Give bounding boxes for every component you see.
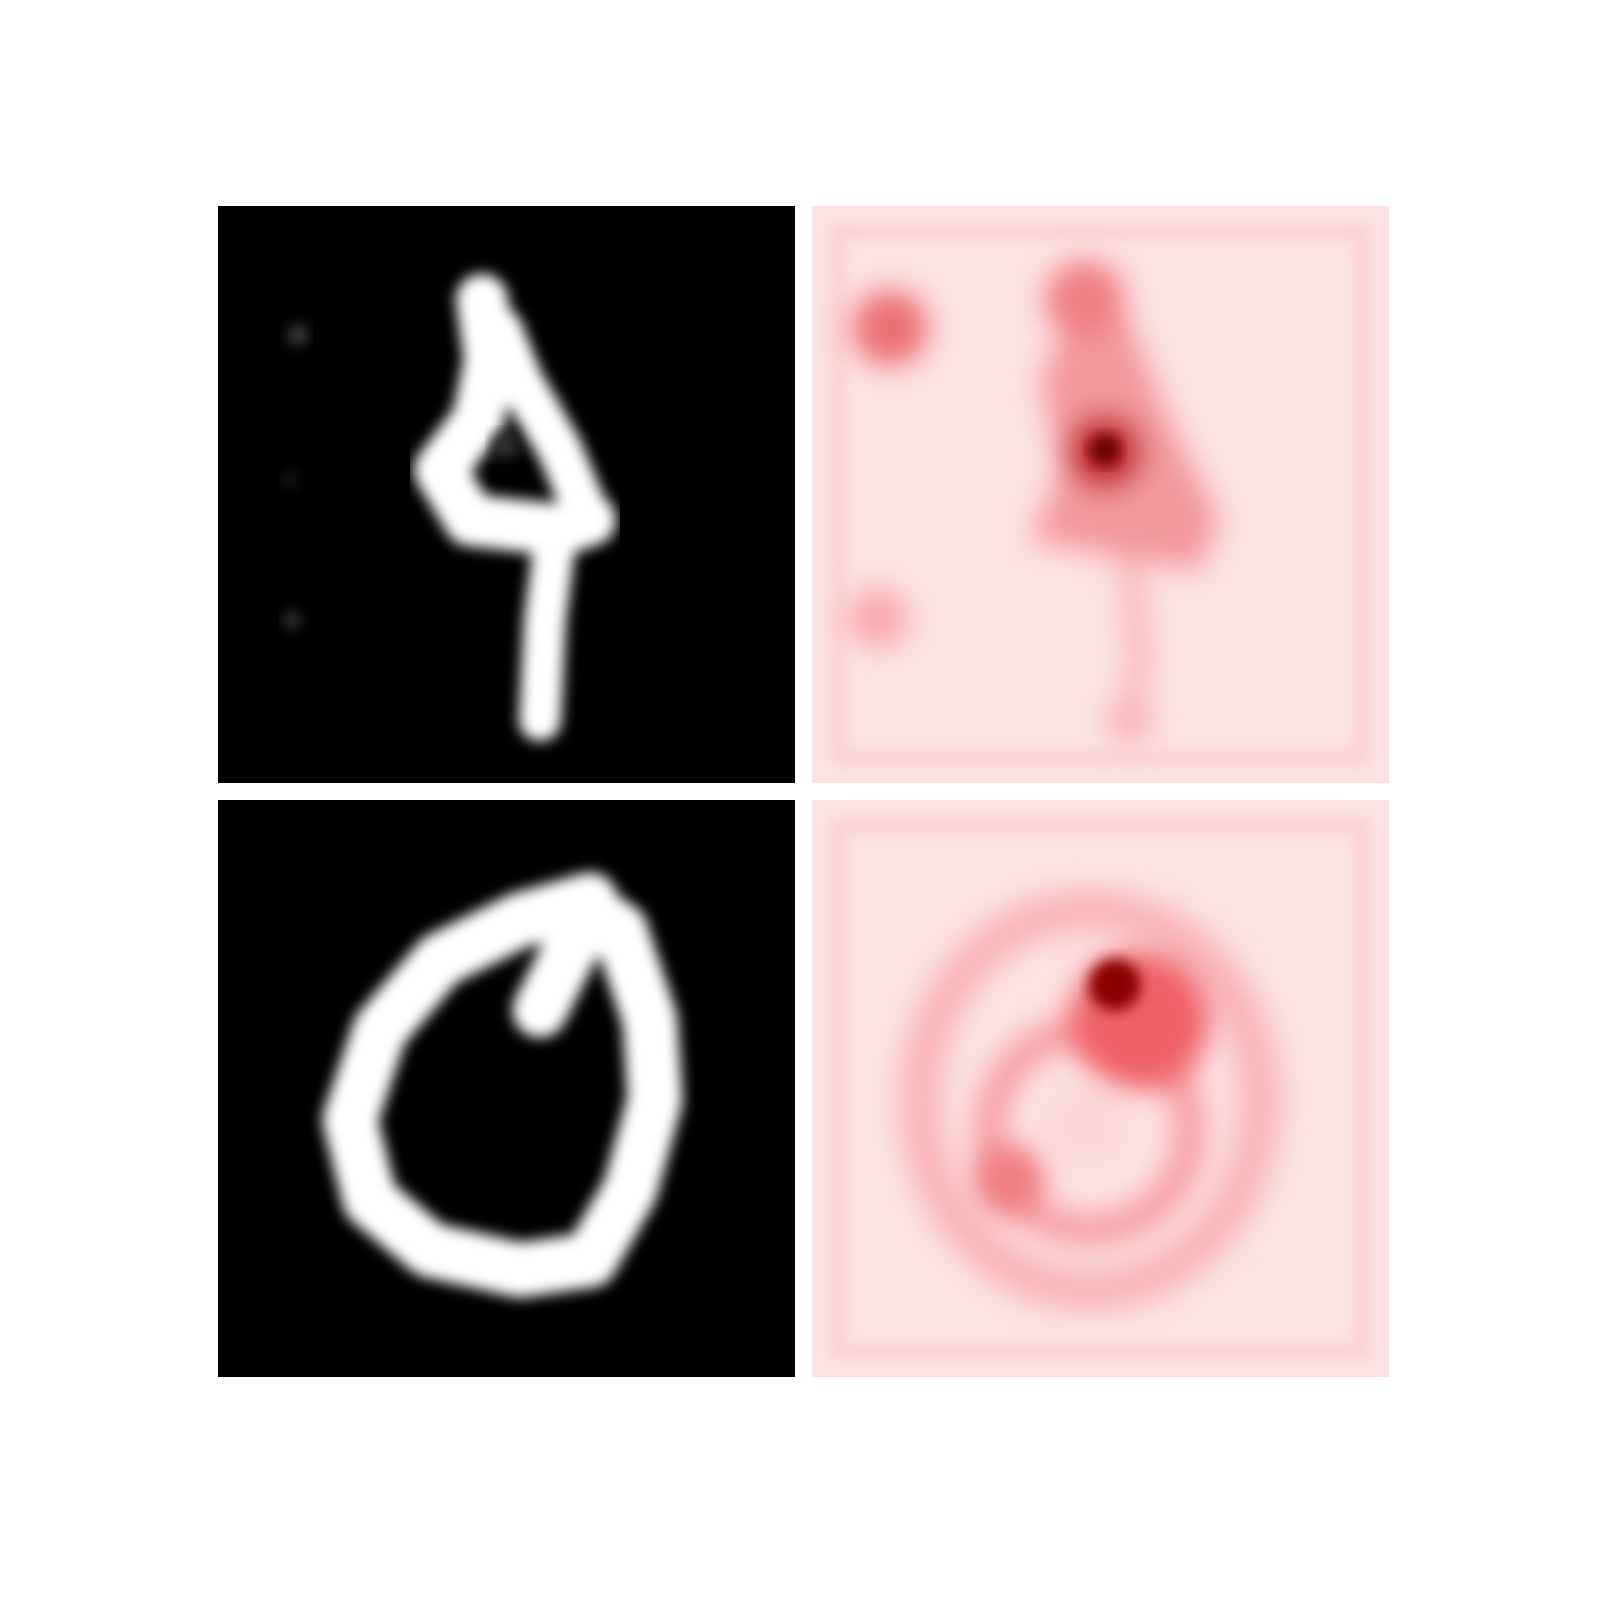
digit-image bbox=[218, 800, 795, 1377]
saliency-map bbox=[812, 206, 1389, 783]
digit-image bbox=[218, 206, 795, 783]
saliency-map bbox=[812, 800, 1389, 1377]
